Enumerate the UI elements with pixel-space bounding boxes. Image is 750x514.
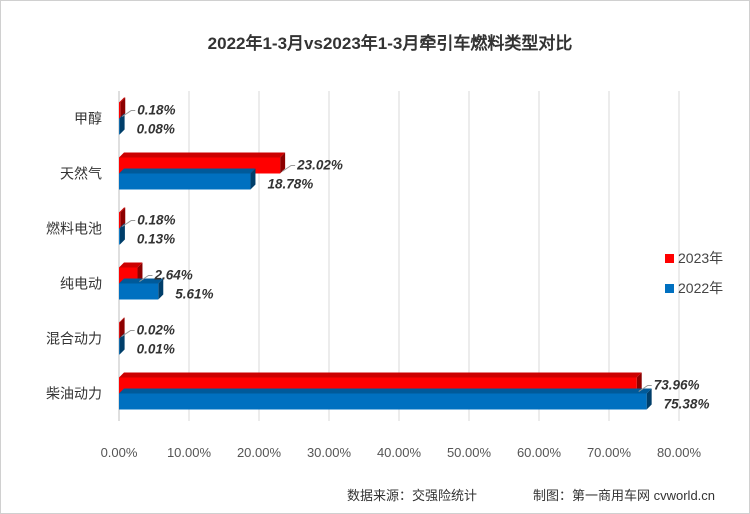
- x-tick-label: 70.00%: [587, 445, 632, 460]
- data-label: 0.18%: [137, 213, 175, 228]
- legend-swatch: [665, 284, 674, 293]
- x-tick-label: 20.00%: [237, 445, 282, 460]
- data-labels: 0.18% 0.08% 23.02% 18.78% 0.18% 0.13% 2.64% 5.6…: [121, 103, 710, 412]
- data-label: 5.61%: [175, 287, 213, 302]
- leader-line: [121, 220, 136, 227]
- data-label: 0.01%: [137, 342, 175, 357]
- leader-line: [121, 110, 136, 117]
- chart-title: 2022年1-3月vs2023年1-3月牵引车燃料类型对比: [208, 33, 573, 53]
- footer-maker: 制图：第一商用车网 cvworld.cn: [533, 488, 715, 503]
- data-label: 0.18%: [137, 103, 175, 118]
- x-tick-label: 50.00%: [447, 445, 492, 460]
- data-label: 73.96%: [654, 378, 700, 393]
- category-label: 甲醇: [74, 111, 102, 127]
- value-axis: 0.00% 10.00% 20.00% 30.00% 40.00% 50.00% 60.00…: [101, 445, 702, 460]
- data-label: 23.02%: [296, 158, 343, 173]
- footer-source: 数据来源：交强险统计: [347, 488, 477, 503]
- bar-2023: [119, 97, 126, 119]
- category-label: 柴油动力: [46, 386, 102, 402]
- leader-line: [121, 330, 135, 337]
- x-tick-label: 10.00%: [167, 445, 212, 460]
- bar-2023: [119, 207, 126, 229]
- bar-2022: [119, 278, 164, 300]
- grid-layer: [118, 91, 680, 421]
- data-label: 18.78%: [267, 177, 313, 192]
- data-label: 75.38%: [664, 397, 710, 412]
- data-label: 0.02%: [137, 323, 175, 338]
- legend-swatch: [665, 254, 674, 263]
- category-label: 纯电动: [60, 276, 102, 292]
- category-label: 混合动力: [46, 331, 102, 347]
- bar-2022: [119, 223, 125, 245]
- legend-label: 2022年: [678, 280, 723, 296]
- data-label: 2.64%: [153, 268, 192, 283]
- leader-line: [139, 275, 153, 282]
- data-label: 0.08%: [137, 122, 175, 137]
- bar-2023: [119, 317, 125, 339]
- leader-line: [281, 165, 296, 172]
- x-tick-label: 30.00%: [307, 445, 352, 460]
- x-tick-label: 60.00%: [517, 445, 562, 460]
- bar-layer: [119, 97, 652, 410]
- data-label: 0.13%: [137, 232, 175, 247]
- legend-label: 2023年: [678, 250, 723, 266]
- x-tick-label: 40.00%: [377, 445, 422, 460]
- bar-2022: [119, 113, 125, 135]
- x-tick-label: 80.00%: [657, 445, 702, 460]
- bar-2022: [119, 388, 652, 410]
- category-label: 燃料电池: [46, 221, 102, 237]
- category-label: 天然气: [60, 166, 102, 182]
- leader-line: [638, 385, 652, 392]
- x-tick-label: 0.00%: [101, 445, 138, 460]
- bar-2022: [119, 168, 256, 190]
- legend: 2023年 2022年: [665, 250, 723, 296]
